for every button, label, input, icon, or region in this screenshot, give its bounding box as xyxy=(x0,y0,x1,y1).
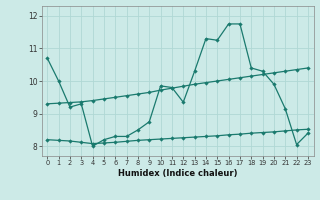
X-axis label: Humidex (Indice chaleur): Humidex (Indice chaleur) xyxy=(118,169,237,178)
